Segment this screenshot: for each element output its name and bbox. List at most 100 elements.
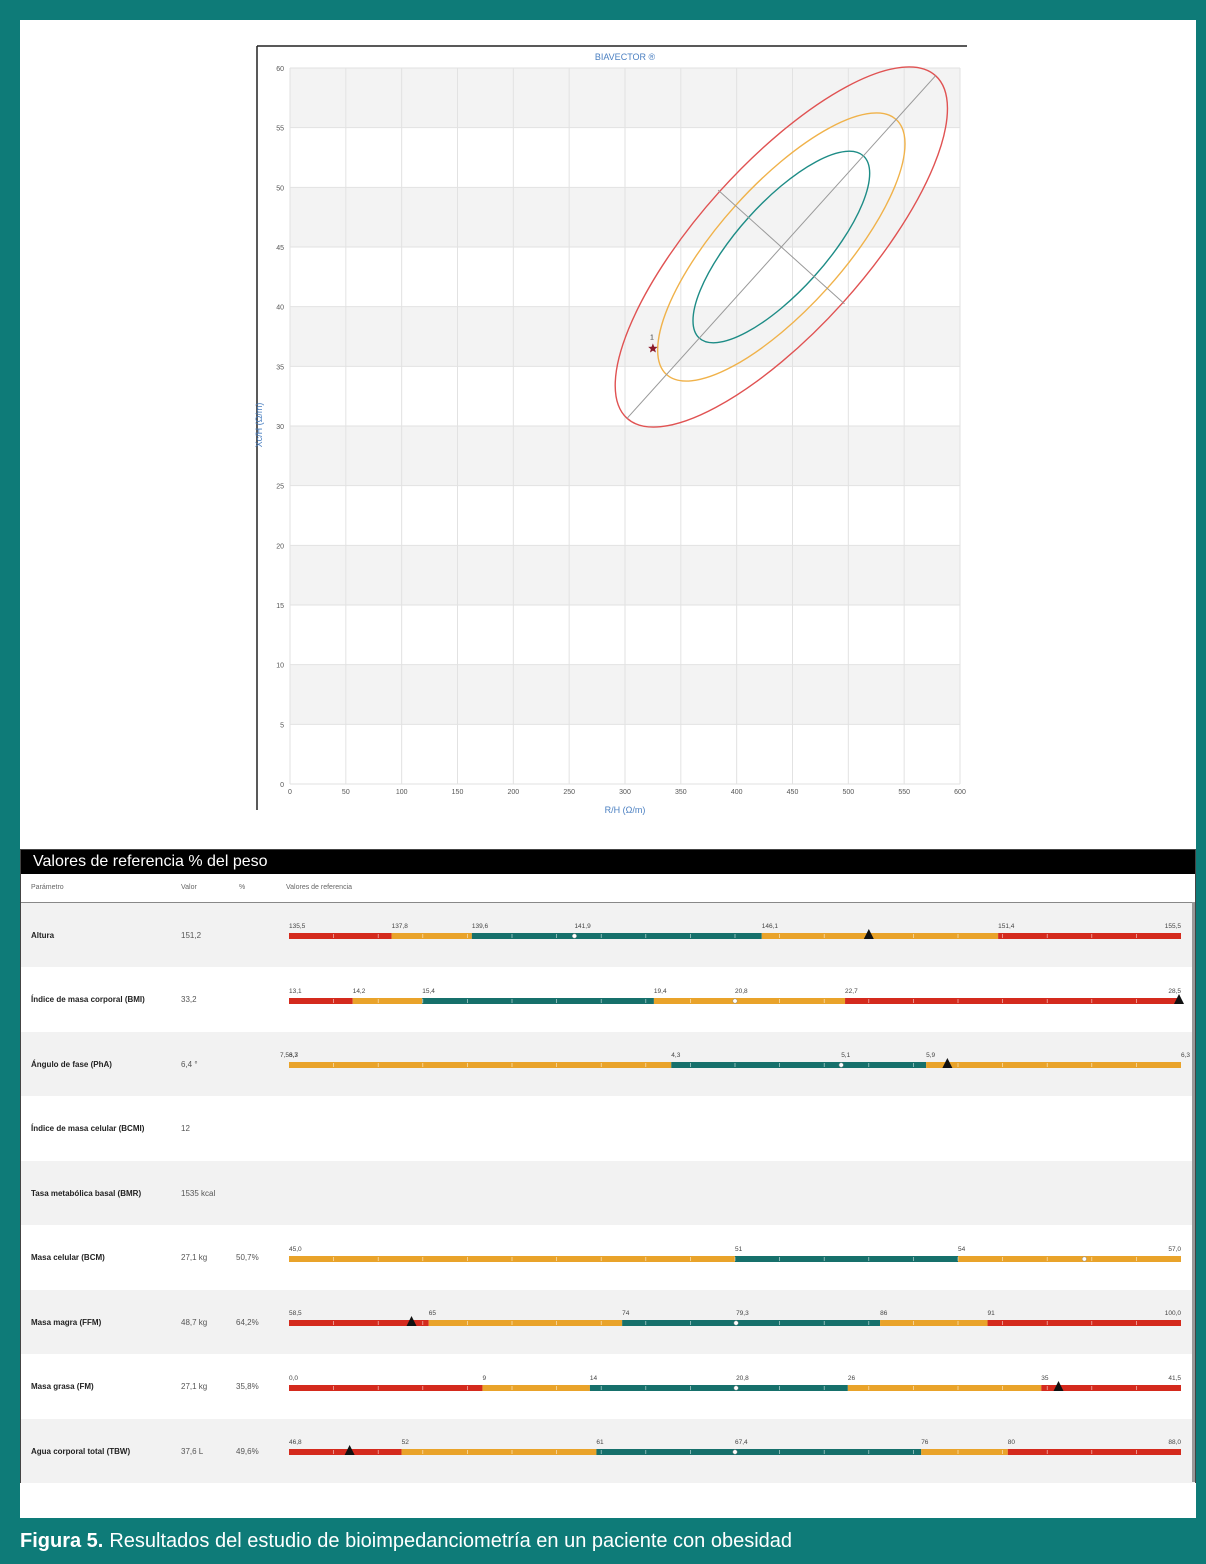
bar-tick-label: 15,4 xyxy=(422,988,435,995)
bar-segment xyxy=(289,1320,429,1326)
x-tick-label: 600 xyxy=(954,789,966,796)
bar-segment xyxy=(880,1320,988,1326)
x-tick-label: 200 xyxy=(507,789,519,796)
row-value: 151,2 xyxy=(181,930,202,940)
row-value: 48,7 kg xyxy=(181,1317,208,1327)
mean-marker xyxy=(732,1449,738,1455)
bar-tick-label: 151,4 xyxy=(998,923,1015,930)
bar-tick-label: 155,5 xyxy=(1165,923,1182,930)
bar-segment xyxy=(845,997,1181,1004)
bar-segment xyxy=(401,1449,597,1455)
reference-bar: 3,3 4,3 5,1 5,9 6,3 6,77,5 xyxy=(280,1052,1190,1068)
bar-segment xyxy=(482,1384,590,1391)
mean-marker xyxy=(732,998,738,1003)
mean-marker xyxy=(1081,1256,1087,1261)
bar-segment xyxy=(987,1320,1181,1326)
reference-bar: 135,5 137,8 139,6 141,9 146,1 151,4 155,5 xyxy=(289,923,1182,939)
x-axis-label: R/H (Ω/m) xyxy=(605,805,646,815)
patient-marker xyxy=(344,1445,355,1455)
bar-tick-label: 76 xyxy=(921,1439,929,1446)
row-value: 27,1 kg xyxy=(181,1382,208,1391)
bar-tick-label: 65 xyxy=(429,1310,437,1317)
reference-bar: 58,5 65 74 79,3 86 91 100,0 xyxy=(289,1310,1181,1326)
x-tick-label: 500 xyxy=(842,789,854,796)
bar-tick-label: 5,1 xyxy=(841,1052,850,1059)
patient-marker xyxy=(863,929,874,939)
row-parameter: Masa magra (FFM) xyxy=(31,1317,102,1327)
bar-segment xyxy=(289,1062,672,1068)
bar-tick-label: 57,0 xyxy=(1168,1246,1181,1253)
table-row: Ángulo de fase (PhA) 6,4 ° 3,3 4,3 5,1 5,9 6,3… xyxy=(21,1032,1195,1096)
x-tick-label: 150 xyxy=(452,789,464,796)
x-tick-label: 350 xyxy=(675,789,687,796)
row-parameter: Índice de masa corporal (BMI) xyxy=(31,995,145,1004)
bar-tick-label: 14,2 xyxy=(353,988,366,995)
y-tick-label: 5 xyxy=(280,722,284,729)
table-row: Masa magra (FFM) 48,7 kg 64,2% 58,5 65 74 79,3… xyxy=(21,1290,1195,1354)
y-tick-label: 10 xyxy=(276,663,284,670)
bar-segment xyxy=(391,933,472,939)
table-row: Masa celular (BCM) 27,1 kg 50,7% 45,0 51 54 57… xyxy=(21,1226,1195,1290)
bar-tick-label: 4,3 xyxy=(671,1052,680,1059)
patient-marker xyxy=(406,1316,417,1326)
bar-segment xyxy=(622,1320,881,1326)
table-header: Parámetro Valor % Valores de referencia xyxy=(21,874,1195,903)
biavector-chart: 0 50 100 150 200 250 300 350 400 450 500 550 6000510… xyxy=(254,45,967,815)
row-parameter: Masa celular (BCM) xyxy=(31,1253,105,1262)
bar-tick-label: 9 xyxy=(482,1375,486,1382)
bar-segment xyxy=(596,1449,922,1455)
bar-tick-label: 26 xyxy=(848,1375,856,1382)
bar-segment xyxy=(735,1255,958,1262)
bar-segment xyxy=(921,1449,1008,1455)
bar-tick-label: 20,8 xyxy=(735,988,748,995)
bar-tick-label: 91 xyxy=(988,1310,996,1317)
y-tick-label: 20 xyxy=(276,543,284,550)
x-tick-label: 250 xyxy=(563,789,575,796)
scrollbar[interactable] xyxy=(1192,902,1195,1482)
bar-tick-label: 7,5 xyxy=(280,1052,289,1059)
patient-point-star xyxy=(648,343,658,353)
y-tick-label: 25 xyxy=(276,484,284,491)
bar-segment xyxy=(422,997,654,1004)
patient-marker xyxy=(1174,993,1184,1004)
bar-tick-label: 0,0 xyxy=(289,1375,298,1382)
bar-tick-label: 88,0 xyxy=(1168,1439,1181,1446)
y-tick-label: 0 xyxy=(280,782,284,789)
bar-tick-label: 6,7 xyxy=(289,1052,298,1059)
x-tick-label: 300 xyxy=(619,789,631,796)
bar-segment xyxy=(428,1320,623,1326)
header-pct: % xyxy=(239,884,246,891)
row-parameter: Agua corporal total (TBW) xyxy=(31,1446,131,1456)
table-title: Valores de referencia % del peso xyxy=(21,850,1195,874)
y-tick-label: 15 xyxy=(276,603,284,610)
bar-tick-label: 20,8 xyxy=(736,1375,749,1382)
bar-tick-label: 41,5 xyxy=(1168,1375,1181,1382)
row-value: 37,6 L xyxy=(181,1446,204,1456)
x-tick-label: 100 xyxy=(396,789,408,796)
x-tick-label: 0 xyxy=(288,789,292,796)
bar-tick-label: 52 xyxy=(402,1439,410,1446)
bar-segment xyxy=(352,997,423,1004)
bar-segment xyxy=(847,1384,1042,1391)
row-value: 33,2 xyxy=(181,995,197,1004)
bar-tick-label: 137,8 xyxy=(392,923,409,930)
reference-bar: 0,0 9 14 20,8 26 35 41,5 xyxy=(289,1375,1181,1391)
minor-axis-line xyxy=(717,189,845,305)
table-row: Agua corporal total (TBW) 37,6 L 49,6% 46,8… xyxy=(21,1419,1195,1483)
bar-segment xyxy=(653,997,846,1004)
bar-segment xyxy=(289,997,353,1004)
bar-tick-label: 86 xyxy=(880,1310,888,1317)
patient-marker xyxy=(942,1058,953,1068)
bar-segment xyxy=(1007,1449,1181,1455)
header-ref: Valores de referencia xyxy=(286,884,353,891)
bar-tick-label: 54 xyxy=(958,1246,966,1253)
row-parameter: Tasa metabólica basal (BMR) xyxy=(31,1188,142,1198)
bar-segment xyxy=(289,933,392,939)
x-tick-label: 50 xyxy=(342,789,350,796)
row-parameter: Masa grasa (FM) xyxy=(31,1382,94,1391)
header-value: Valor xyxy=(181,884,197,891)
bar-tick-label: 141,9 xyxy=(574,923,591,930)
chart-title: BIAVECTOR ® xyxy=(595,52,656,62)
reference-bar: 46,8 52 61 67,4 76 80 88,0 xyxy=(289,1439,1181,1455)
x-tick-label: 550 xyxy=(898,789,910,796)
